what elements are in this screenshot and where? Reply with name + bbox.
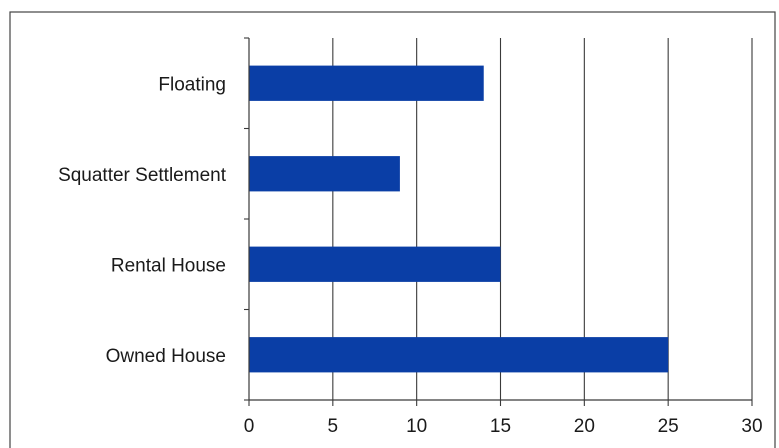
labels: 0 5 10 15 20 25 30 Floating Squatter Settlement R… [58,74,763,437]
bar-rental-house [249,246,501,282]
category-label-floating: Floating [158,74,226,95]
x-tick-label-25: 25 [658,416,679,437]
category-label-squatter-settlement: Squatter Settlement [58,165,227,186]
category-label-owned-house: Owned House [106,346,226,367]
bar-owned-house [249,337,669,373]
bars [249,65,669,373]
bar-floating [249,65,484,101]
x-tick-label-10: 10 [406,416,427,437]
x-tick-label-5: 5 [328,416,339,437]
x-tick-label-30: 30 [741,416,762,437]
chart-border [9,11,776,448]
x-tick-label-15: 15 [490,416,511,437]
bar-squatter-settlement [249,156,400,192]
x-tick-label-20: 20 [574,416,595,437]
axes [244,37,753,406]
x-tick-label-0: 0 [244,416,255,437]
category-label-rental-house: Rental House [111,255,226,276]
